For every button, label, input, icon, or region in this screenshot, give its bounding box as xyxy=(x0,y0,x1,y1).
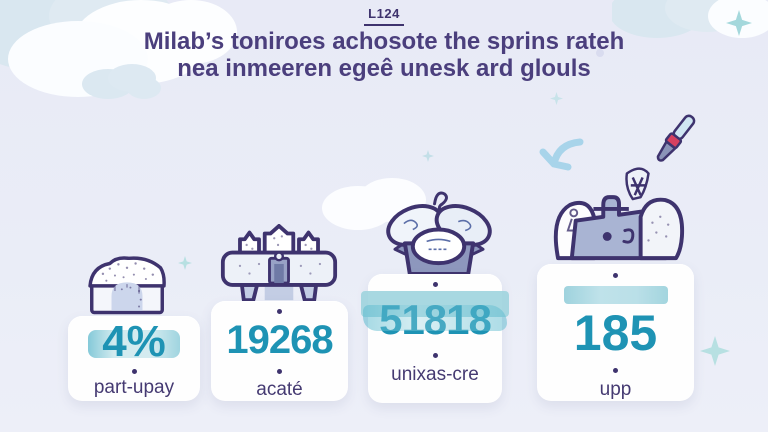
badge-label: L124 xyxy=(364,6,404,26)
dot-speck xyxy=(596,49,604,57)
separator-dot xyxy=(277,309,282,314)
stat-value: 4% xyxy=(88,317,180,366)
sparkle-icon xyxy=(178,256,192,270)
stat-label: upp xyxy=(599,379,632,400)
stat-value: 185 xyxy=(574,308,657,358)
stat-card-unixas-cre: 51818 unixas-cre xyxy=(361,274,509,403)
castle-table-illustration xyxy=(220,224,338,303)
stat-value: 19268 xyxy=(226,318,333,362)
arch-pastry-illustration xyxy=(88,256,166,315)
stat-card-upp: 185 upp xyxy=(537,264,694,401)
stat-value-text: 4% xyxy=(102,317,166,366)
separator-dot xyxy=(277,369,282,374)
stat-value: 51818 xyxy=(361,291,509,341)
title-line-1: Milab’s toniroes achosote the sprins rat… xyxy=(143,28,625,55)
separator-dot xyxy=(131,369,137,374)
stat-card-part-upay: 4% part-upay xyxy=(68,316,200,401)
page-title: Milab’s toniroes achosote the sprins rat… xyxy=(0,28,768,82)
stat-value-text: 19268 xyxy=(226,318,333,362)
page-badge: L124 xyxy=(0,6,768,26)
separator-dot xyxy=(613,273,618,278)
scribble-band xyxy=(563,286,668,304)
separator-dot xyxy=(613,368,618,373)
paintbrush-icon xyxy=(656,114,696,162)
scribble-overlay xyxy=(363,305,507,331)
stat-card-acate: 19268 acaté xyxy=(211,301,348,401)
sparkle-icon xyxy=(422,150,434,162)
stat-label: acaté xyxy=(256,379,303,400)
sparkle-icon xyxy=(726,10,752,36)
stat-value-text: 185 xyxy=(573,305,658,361)
balloon-basket-illustration xyxy=(386,191,492,276)
cloud-top-right xyxy=(612,0,768,38)
stat-label: part-upay xyxy=(93,377,175,398)
stat-label: unixas-cre xyxy=(391,364,479,385)
curved-arrow-icon xyxy=(539,138,584,171)
separator-dot xyxy=(432,282,438,287)
title-line-2: nea inmeeren egeê unesk ard glouls xyxy=(177,55,591,82)
sparkle-icon xyxy=(700,336,730,366)
workshop-machine-illustration xyxy=(553,167,685,261)
separator-dot xyxy=(432,353,438,358)
cloud-small-left xyxy=(82,64,161,99)
sparkle-icon xyxy=(550,92,563,105)
